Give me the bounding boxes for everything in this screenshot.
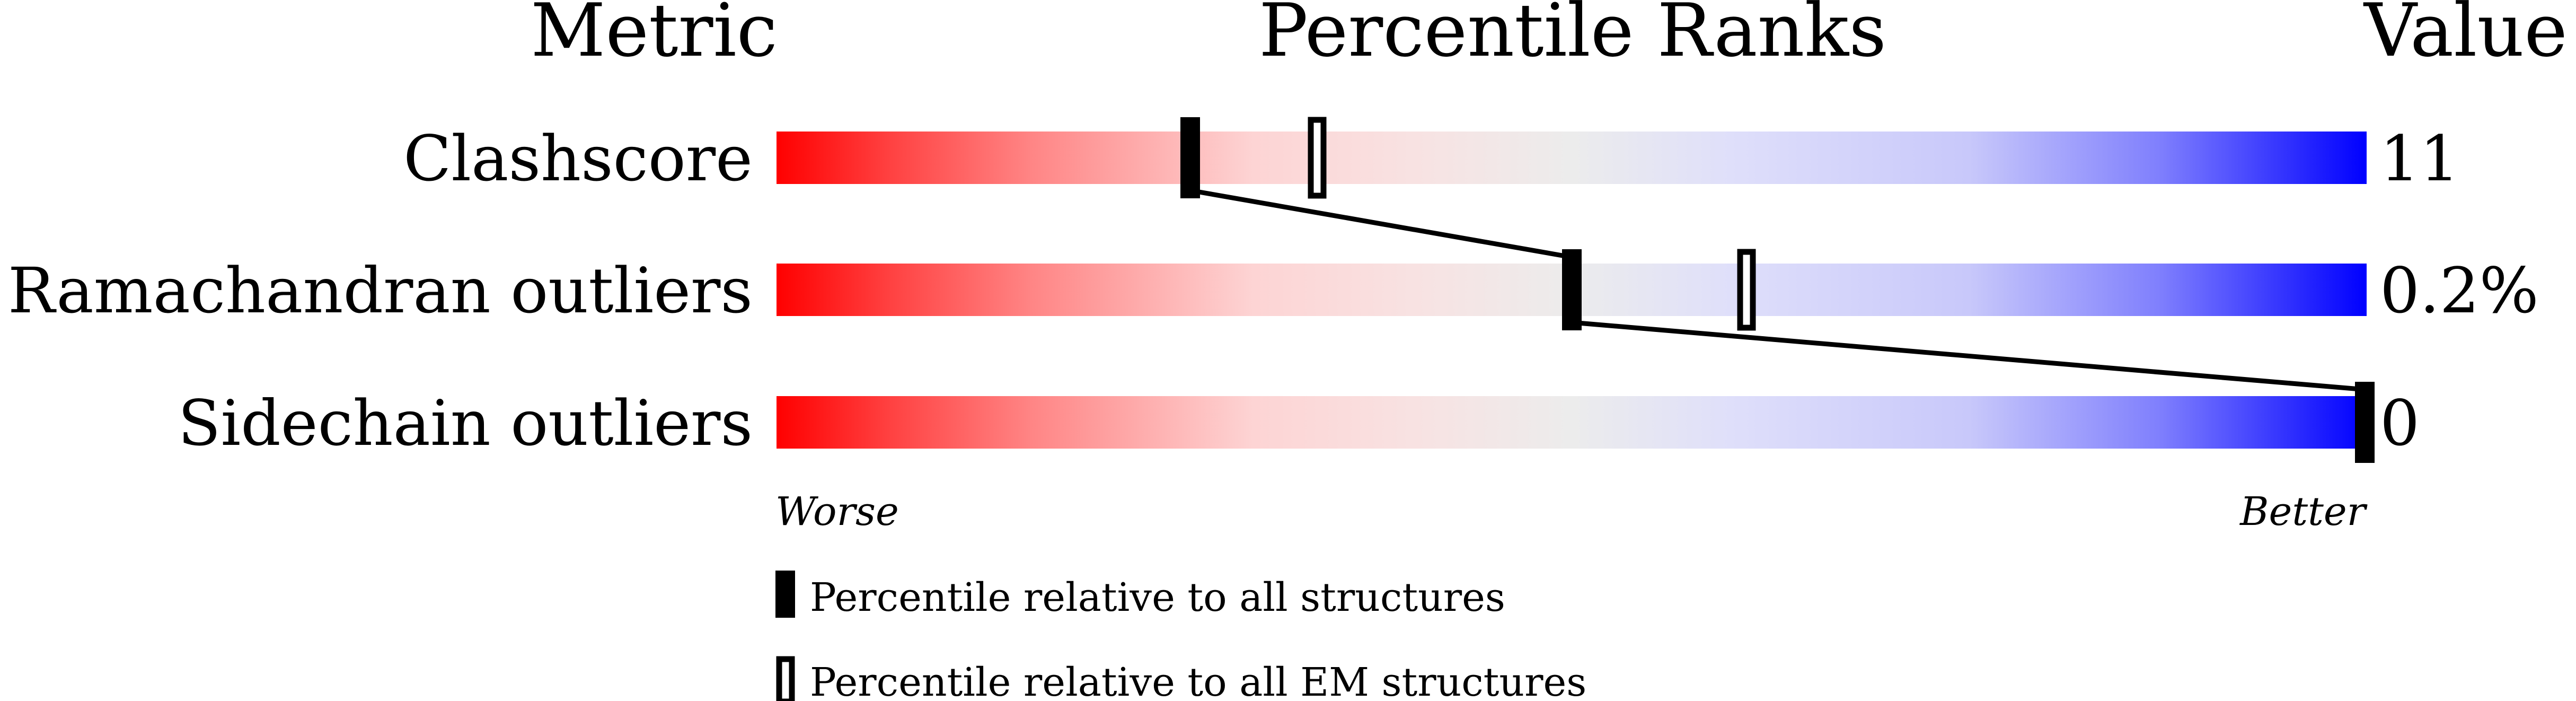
connector-line [1189, 188, 1572, 260]
header-percentile-ranks: Percentile Ranks [1259, 0, 1886, 73]
percentile-bar [777, 396, 2367, 449]
legend-hollow-marker [776, 656, 795, 701]
axis-label-better: Better [2239, 489, 2368, 534]
all-percentile-marker [2355, 382, 2375, 463]
all-percentile-marker [1562, 249, 1582, 330]
em-percentile-marker [1737, 249, 1756, 331]
metric-label: Ramachandran outliers [8, 254, 753, 327]
metric-value: 11 [2380, 122, 2459, 195]
legend-em-structures: Percentile relative to all EM structures [810, 660, 1586, 701]
connector-line [1571, 320, 2367, 392]
em-percentile-marker [1308, 117, 1327, 199]
legend-filled-marker [775, 571, 795, 618]
metric-label: Clashscore [403, 122, 753, 195]
percentile-bar [777, 132, 2367, 184]
header-metric: Metric [531, 0, 778, 73]
metric-label: Sidechain outliers [178, 387, 753, 460]
metric-value: 0.2% [2380, 254, 2539, 327]
metric-value: 0 [2380, 387, 2420, 460]
legend-all-structures: Percentile relative to all structures [810, 575, 1505, 620]
header-value: Value [2363, 0, 2568, 73]
all-percentile-marker [1180, 117, 1200, 198]
axis-label-worse: Worse [775, 489, 899, 534]
